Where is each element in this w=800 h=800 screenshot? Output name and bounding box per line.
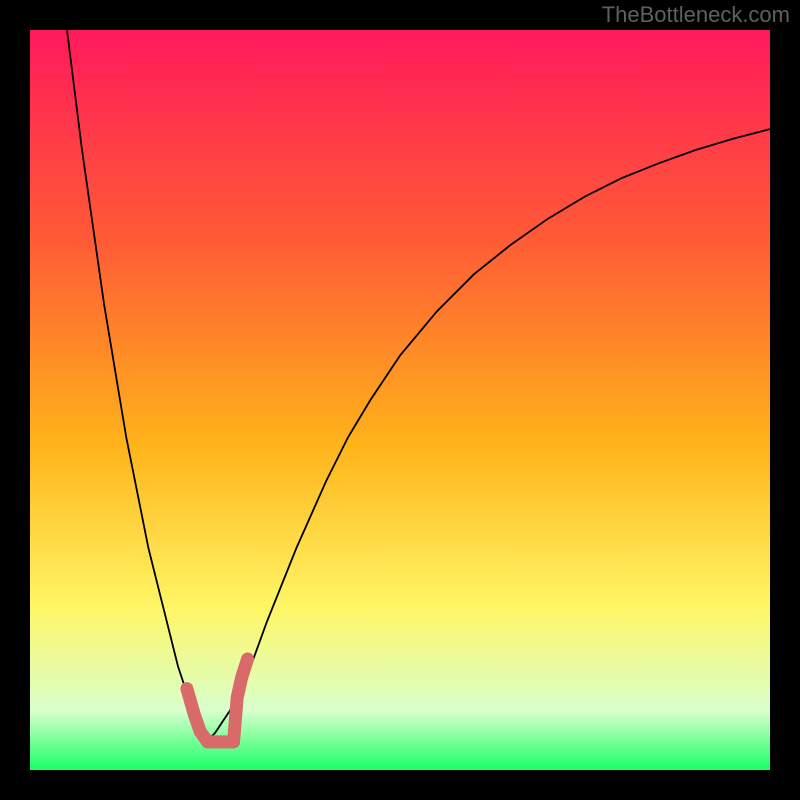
watermark-text: TheBottleneck.com xyxy=(602,2,790,28)
bottleneck-curve xyxy=(67,30,770,740)
marker-highlight-segment xyxy=(187,689,208,742)
chart-overlay xyxy=(0,0,800,800)
marker-highlight-segment xyxy=(234,659,248,742)
